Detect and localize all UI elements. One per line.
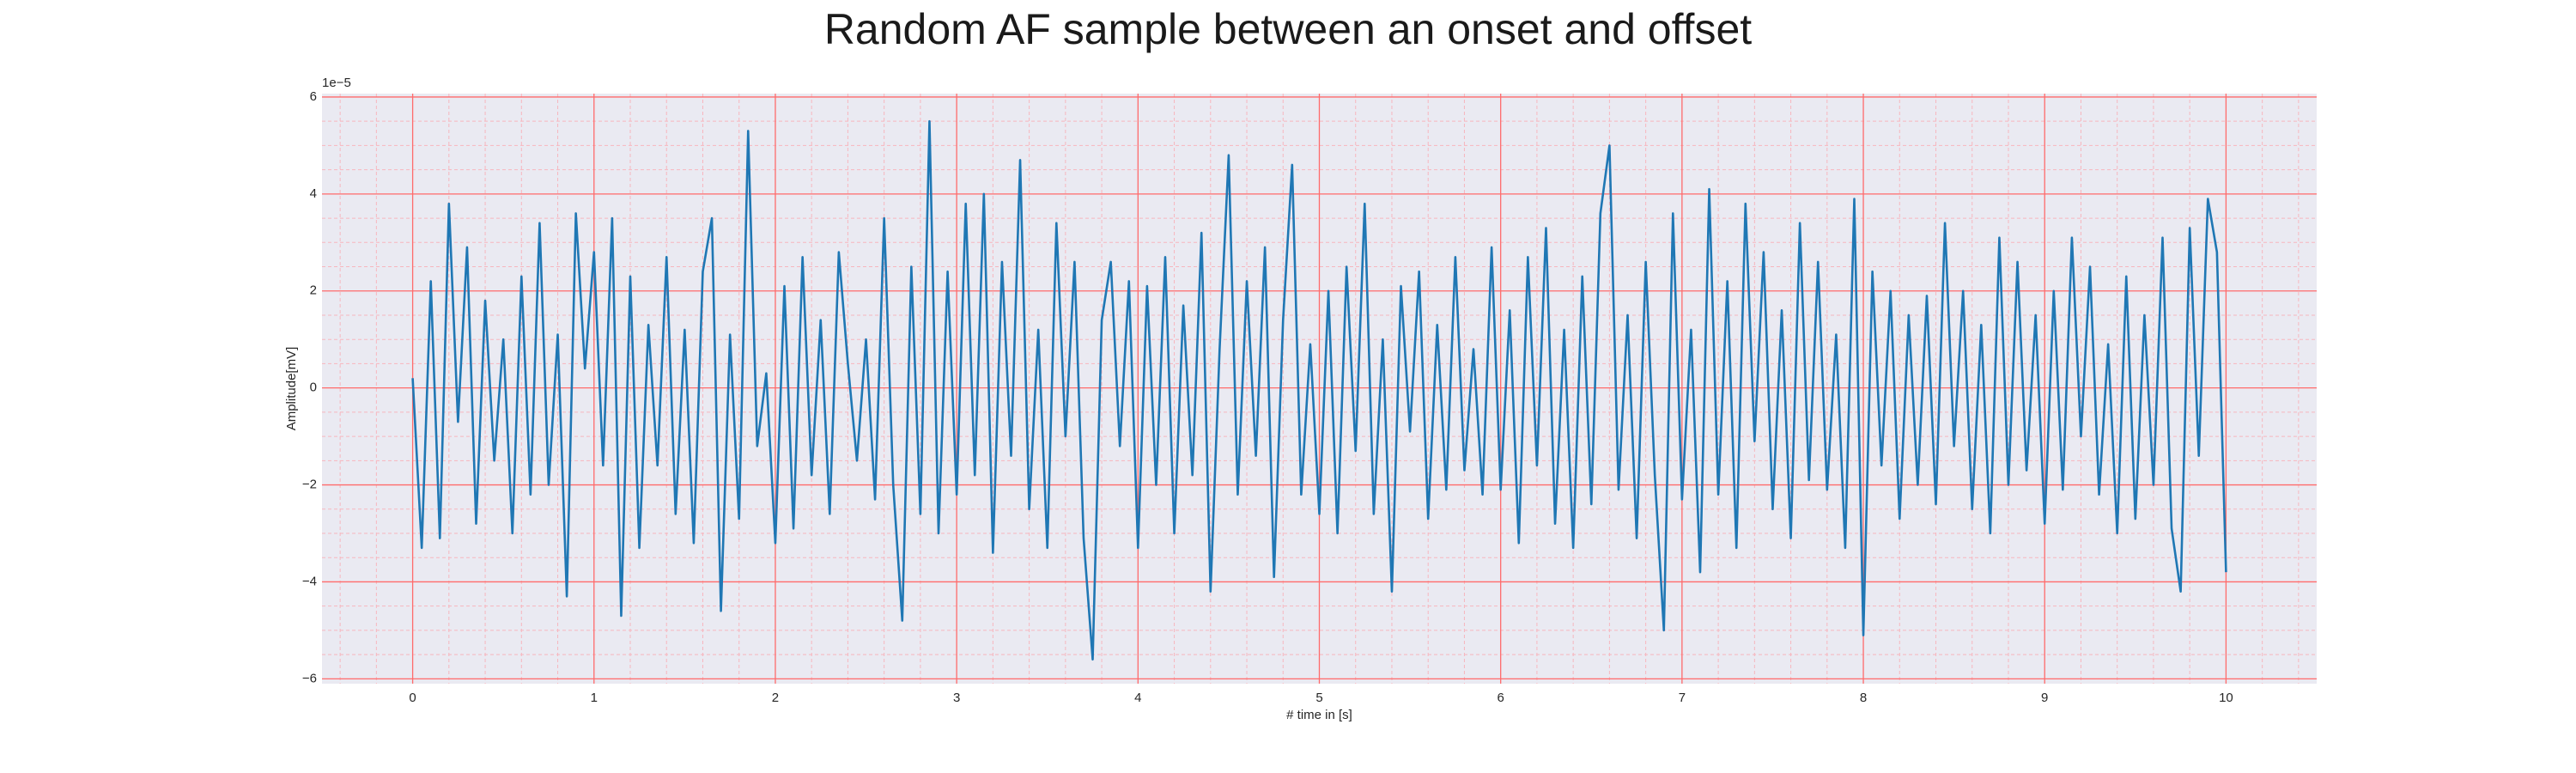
x-tick-label: 0 — [409, 691, 416, 705]
y-tick-label: −6 — [302, 671, 317, 685]
x-tick-label: 2 — [772, 691, 779, 705]
x-axis-label: # time in [s] — [1286, 708, 1352, 722]
x-tick-label: 9 — [2041, 691, 2048, 705]
x-tick-label: 6 — [1498, 691, 1504, 705]
y-tick-label: 0 — [310, 380, 317, 395]
chart-title: Random AF sample between an onset and of… — [824, 5, 1752, 53]
y-tick-label: −4 — [302, 574, 317, 588]
x-tick-label: 1 — [591, 691, 598, 705]
x-tick-label: 8 — [1860, 691, 1867, 705]
data-line — [411, 119, 2227, 661]
y-axis-label: Amplitude[mV] — [284, 347, 299, 431]
x-tick-label: 10 — [2219, 691, 2233, 705]
y-tick-label: −2 — [302, 478, 317, 492]
y-offset-label: 1e−5 — [322, 76, 351, 90]
y-tick-label: 6 — [310, 89, 317, 104]
x-tick-label: 5 — [1315, 691, 1322, 705]
x-tick-label: 4 — [1134, 691, 1141, 705]
y-tick-label: 4 — [310, 186, 317, 201]
x-tick-label: 7 — [1679, 691, 1686, 705]
y-tick-label: 2 — [310, 283, 317, 298]
x-tick-label: 3 — [953, 691, 960, 705]
